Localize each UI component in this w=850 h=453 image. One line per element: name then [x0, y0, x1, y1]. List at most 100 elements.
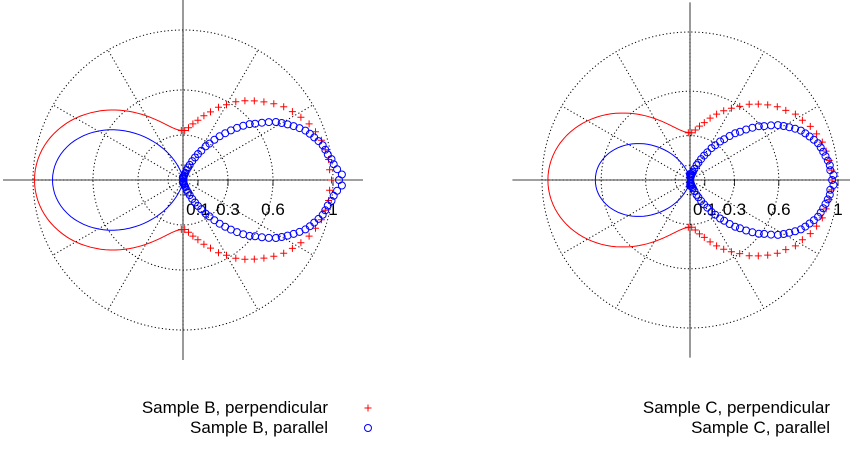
data-point-circle — [289, 122, 298, 131]
data-point-circle — [791, 124, 800, 133]
data-point-circle — [826, 166, 835, 175]
fit-curve — [547, 112, 690, 248]
data-point-circle — [816, 143, 825, 152]
data-point-circle — [821, 199, 830, 208]
data-point-plus — [270, 100, 278, 108]
fit-curve — [594, 143, 691, 217]
data-point-circle — [295, 124, 304, 133]
data-point-plus — [720, 245, 728, 253]
data-point-circle — [760, 229, 769, 238]
data-point-circle — [179, 173, 187, 181]
data-point-circle — [748, 228, 757, 237]
data-point-circle — [690, 187, 699, 195]
data-point-plus — [297, 239, 305, 247]
legend-label: Sample C, perpendicular — [643, 398, 830, 417]
r-tick-label: 0.6 — [261, 200, 285, 219]
data-point-circle — [314, 214, 323, 223]
data-point-circle — [283, 120, 292, 129]
data-point-plus — [200, 112, 208, 120]
data-point-circle — [760, 122, 769, 131]
data-point-plus — [232, 254, 240, 262]
data-point-circle — [688, 183, 697, 191]
data-point-plus — [754, 100, 762, 108]
data-point-circle — [791, 227, 800, 236]
data-point-circle — [251, 119, 260, 128]
data-point-plus — [223, 251, 230, 259]
data-point-circle — [707, 144, 716, 153]
data-point-plus — [782, 246, 790, 254]
data-point-circle — [736, 127, 744, 136]
data-point-circle — [828, 176, 837, 184]
r-tick-label: 0.3 — [723, 200, 747, 219]
data-point-circle — [796, 126, 805, 135]
data-point-circle — [264, 233, 273, 242]
data-point-circle — [277, 119, 286, 127]
data-point-circle — [210, 216, 219, 225]
data-point-plus — [782, 106, 790, 114]
data-point-circle — [245, 231, 254, 240]
data-point-circle — [310, 218, 319, 227]
data-point-circle — [716, 214, 725, 223]
data-point-plus — [713, 242, 721, 250]
data-point-circle — [197, 205, 206, 214]
data-point-plus — [806, 122, 814, 130]
data-point-plus — [328, 176, 335, 184]
data-point-plus — [250, 255, 258, 263]
data-point-circle — [819, 147, 828, 156]
data-point-plus — [773, 249, 781, 257]
data-point-plus — [791, 110, 799, 118]
r-tick-label: 1 — [328, 200, 337, 219]
data-point-circle — [210, 135, 219, 144]
data-point-circle — [239, 230, 248, 239]
r-tick-label: 0.6 — [767, 200, 791, 219]
data-point-plus — [223, 101, 230, 109]
data-point-plus — [736, 102, 744, 110]
fit-curve — [51, 129, 184, 231]
data-point-plus — [232, 98, 240, 106]
data-point-circle — [720, 135, 729, 144]
data-point-plus — [691, 226, 699, 234]
data-point-circle — [825, 161, 834, 170]
data-point-plus — [305, 232, 313, 240]
data-point-plus — [207, 108, 214, 116]
data-point-circle — [333, 186, 342, 195]
data-point-circle — [329, 160, 338, 169]
data-point-circle — [825, 190, 834, 199]
data-point-circle — [821, 152, 830, 161]
data-point-plus — [305, 120, 313, 128]
data-point-circle — [711, 210, 720, 219]
data-point-plus — [773, 103, 781, 111]
data-point-circle — [333, 165, 342, 174]
data-point-plus — [280, 249, 288, 257]
data-point-plus — [696, 122, 703, 130]
data-point-circle — [289, 229, 298, 238]
data-point-circle — [257, 118, 266, 127]
data-point-plus — [241, 255, 249, 263]
r-tick-label: 0.1 — [693, 200, 717, 219]
data-point-plus — [260, 254, 268, 262]
data-point-plus — [200, 240, 208, 248]
data-point-circle — [257, 233, 266, 242]
data-point-circle — [829, 181, 838, 189]
data-point-plus — [798, 116, 806, 124]
data-point-plus — [194, 236, 202, 244]
data-point-plus — [754, 252, 762, 260]
data-point-circle — [337, 170, 346, 179]
grid-spoke — [615, 51, 691, 181]
data-point-circle — [686, 170, 694, 179]
data-point-circle — [327, 196, 336, 205]
data-point-plus — [727, 248, 735, 256]
data-point-plus — [813, 130, 821, 138]
data-point-circle — [767, 230, 775, 239]
data-point-plus — [798, 236, 806, 244]
data-point-plus — [280, 103, 288, 111]
data-point-circle — [283, 231, 292, 240]
data-point-plus — [326, 186, 334, 194]
grid-spoke — [615, 179, 691, 309]
data-point-circle — [785, 123, 794, 132]
series-parallel — [594, 121, 838, 239]
data-point-plus — [250, 97, 258, 105]
data-point-plus — [727, 104, 735, 112]
legend-marker-plus — [364, 404, 372, 412]
data-point-plus — [713, 110, 721, 118]
